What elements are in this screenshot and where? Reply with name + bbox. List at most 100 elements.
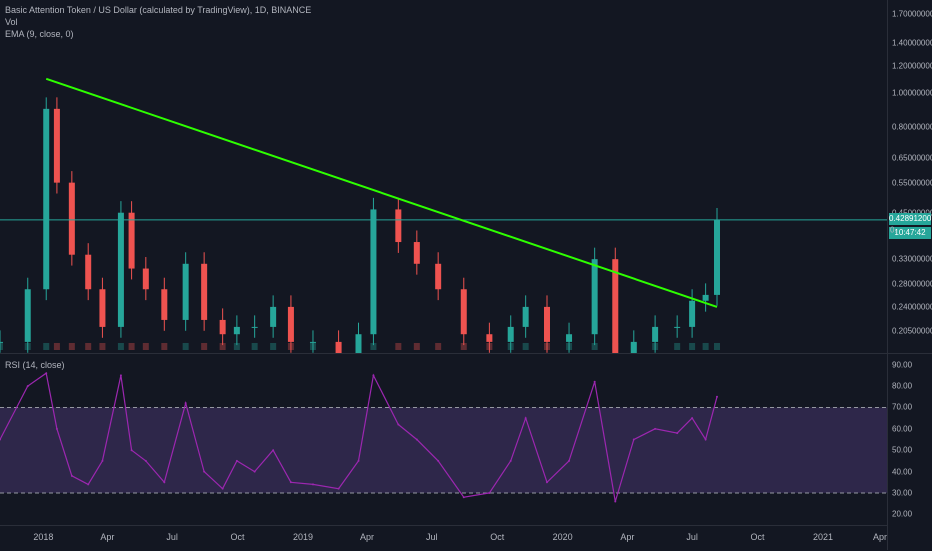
rsi-point [337, 487, 340, 490]
volume-bar [395, 343, 402, 350]
pane-divider[interactable] [0, 353, 932, 354]
volume-bar [486, 343, 493, 350]
volume-bar [251, 343, 258, 350]
price-candle [99, 289, 106, 327]
price-candle [522, 306, 529, 327]
price-tick-label: 0.65000000 [892, 153, 932, 163]
time-axis[interactable]: 2018 Apr Jul Oct 2019 Apr Jul Oct 2020 Apr Jul Oct 2… [0, 525, 887, 551]
price-tick-label: 0.28000000 [892, 279, 932, 289]
rsi-band [0, 407, 887, 493]
rsi-point [163, 481, 166, 484]
price-candle [591, 259, 598, 335]
price-candle [486, 334, 493, 342]
volume-bar [43, 343, 50, 350]
rsi-legend: RSI (14, close) [5, 360, 65, 370]
volume-bar [219, 343, 226, 350]
chart-legend: Basic Attention Token / US Dollar (calcu… [5, 4, 311, 40]
price-candle [128, 212, 135, 269]
price-tick-label: 0.20500000 [892, 326, 932, 335]
price-candle [652, 326, 659, 342]
volume-bar [24, 343, 31, 350]
price-candle [0, 341, 3, 343]
rsi-point [235, 459, 238, 462]
time-tick-label: Jul [425, 532, 438, 542]
time-tick-label: Apr [360, 532, 375, 542]
rsi-pane[interactable]: RSI (14, close) [0, 354, 887, 525]
price-tick-label: 0.80000000 [892, 122, 932, 131]
price-candle [161, 289, 168, 320]
price-chart[interactable] [0, 0, 887, 353]
price-tick-label: 0.24000000 [892, 302, 932, 312]
rsi-point [101, 459, 104, 462]
price-candle [287, 306, 294, 342]
price-candle [460, 289, 467, 335]
rsi-tick-label: 60.00 [892, 424, 913, 434]
rsi-point [272, 449, 275, 452]
rsi-point [144, 459, 147, 462]
volume-bar [335, 343, 342, 350]
volume-bar [652, 343, 659, 350]
price-candle [233, 326, 240, 335]
volume-bar [270, 343, 277, 350]
volume-bar [182, 343, 189, 350]
rsi-tick-label: 50.00 [892, 445, 913, 455]
rsi-point [184, 402, 187, 405]
volume-bar [370, 343, 377, 350]
volume-bar [233, 343, 240, 350]
time-tick-label: Jul [166, 532, 178, 542]
volume-bar [507, 343, 514, 350]
price-axis-extra-label: 0. [890, 225, 897, 235]
time-tick-label: 2018 [33, 532, 54, 542]
rsi-point [87, 483, 90, 486]
price-candle [674, 326, 681, 328]
time-tick-label: 2020 [552, 532, 573, 542]
price-tick-label: 1.20000000 [892, 61, 932, 71]
price-candle [543, 306, 550, 342]
volume-bar [689, 343, 696, 350]
price-candle [68, 182, 75, 255]
price-tick-label: 1.40000000 [892, 38, 932, 48]
rsi-tick-label: 80.00 [892, 381, 913, 391]
price-candle [395, 209, 402, 243]
volume-bar [591, 343, 598, 350]
rsi-chart[interactable] [0, 354, 887, 525]
rsi-point [45, 372, 48, 375]
price-candle [251, 326, 258, 328]
symbol-title: Basic Attention Token / US Dollar (calcu… [5, 5, 312, 15]
price-candle [219, 319, 226, 335]
rsi-point [253, 470, 256, 473]
price-tick-label: 0.45000000 [892, 208, 932, 217]
price-pane[interactable]: Basic Attention Token / US Dollar (calcu… [0, 0, 887, 353]
rsi-point [676, 432, 679, 435]
rsi-point [488, 491, 491, 494]
volume-bar [68, 343, 75, 350]
volume-bar [702, 343, 709, 350]
volume-bar [117, 343, 124, 350]
time-tick-label: Apr [620, 532, 635, 542]
time-tick-label: Jul [686, 532, 698, 542]
price-candle [566, 334, 573, 342]
price-candle [689, 300, 696, 327]
rsi-point [397, 423, 400, 426]
rsi-point [691, 417, 694, 420]
price-tick-label: 0.33000000 [892, 254, 932, 264]
rsi-point [119, 374, 122, 377]
volume-bar [543, 343, 550, 350]
volume-bar [161, 343, 168, 350]
price-tick-label: 1.00000000 [892, 88, 932, 98]
ema-legend: EMA (9, close, 0) [5, 29, 74, 39]
rsi-tick-label: 70.00 [892, 402, 913, 412]
volume-bar [287, 343, 294, 350]
rsi-point [715, 395, 718, 398]
rsi-point [632, 438, 635, 441]
price-candle [612, 259, 619, 353]
volume-bar [53, 343, 60, 350]
time-tick-label: 2021 [812, 532, 833, 542]
time-tick-label: 2019 [293, 532, 314, 542]
rsi-point [70, 474, 73, 477]
time-tick-label: Apr [872, 532, 888, 542]
time-tick-label: Oct [230, 532, 245, 542]
volume-legend: Vol [5, 17, 18, 27]
rsi-point [289, 481, 292, 484]
volume-bar [566, 343, 573, 350]
